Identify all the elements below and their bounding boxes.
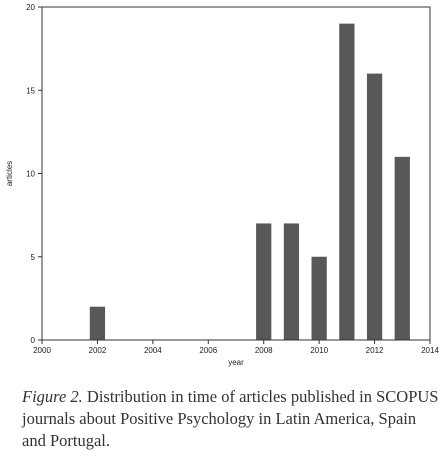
bar-2010 bbox=[311, 256, 327, 340]
figure-label: Figure 2. bbox=[22, 387, 83, 406]
caption-text: Distribution in time of articles publish… bbox=[22, 387, 439, 450]
x-tick-label-2014: 2014 bbox=[421, 346, 439, 355]
x-tick-label-2000: 2000 bbox=[33, 346, 51, 355]
x-tick-label-2012: 2012 bbox=[366, 346, 384, 355]
y-axis-label: articles bbox=[5, 161, 14, 186]
bar-2011 bbox=[339, 23, 355, 341]
y-tick-label-10: 10 bbox=[26, 170, 35, 179]
bar-chart: 2000 2002 2004 2006 2008 2010 2012 2014 0 5 10 15 20… bbox=[5, 3, 439, 367]
y-tick-label-15: 15 bbox=[26, 86, 35, 95]
y-tick-label-20: 20 bbox=[26, 3, 35, 12]
y-tick-label-5: 5 bbox=[31, 253, 36, 262]
x-tick-label-2002: 2002 bbox=[89, 346, 107, 355]
y-tick-label-0: 0 bbox=[31, 336, 36, 345]
x-tick-label-2004: 2004 bbox=[144, 346, 162, 355]
x-tick-label-2008: 2008 bbox=[255, 346, 273, 355]
bar-2002 bbox=[89, 306, 106, 340]
bar-2012 bbox=[366, 73, 383, 340]
x-tick-label-2010: 2010 bbox=[310, 346, 328, 355]
x-axis-label: year bbox=[228, 358, 244, 367]
figure-caption: Figure 2. Distribution in time of articl… bbox=[22, 386, 440, 452]
bar-2013 bbox=[394, 156, 410, 340]
bar-2009 bbox=[283, 223, 300, 340]
x-tick-label-2006: 2006 bbox=[199, 346, 217, 355]
bar-2008 bbox=[256, 223, 272, 340]
